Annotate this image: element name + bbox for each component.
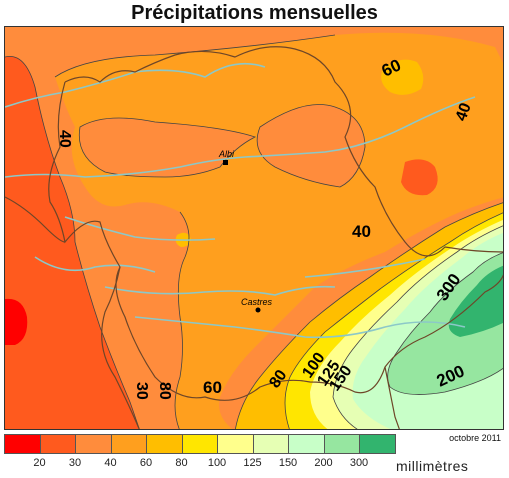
legend-swatch [288, 434, 325, 454]
contour-label-40-e: 40 [453, 101, 475, 124]
zone-lt20 [5, 298, 28, 345]
legend-tick-label: 150 [278, 457, 298, 469]
legend-swatch [4, 434, 41, 454]
legend-tick-label: 100 [207, 457, 227, 469]
legend-tick-label: 30 [68, 457, 82, 469]
contour-label-40-sw: 80 [156, 382, 173, 400]
albi-marker [223, 160, 228, 165]
legend-swatch [181, 434, 218, 454]
city-label-albi: Albi [218, 149, 235, 159]
legend-tick-label: 125 [243, 457, 262, 469]
zone-30-40-north [79, 118, 256, 177]
zone-lt30 [5, 56, 140, 429]
legend-swatch [217, 434, 254, 454]
legend-swatch [75, 434, 112, 454]
legend-tick-label: 80 [175, 457, 188, 469]
zone-30-40-ne-spot [401, 159, 438, 196]
precipitation-map: Albi Castres 40 60 40 40 60 30 80 80 100… [4, 26, 504, 430]
contour-label-40-nw: 40 [56, 130, 73, 148]
legend-tick-label: 300 [349, 457, 369, 469]
map-date: octobre 2011 [449, 433, 501, 443]
contour-label-30-sw: 30 [133, 382, 150, 400]
legend-swatch [39, 434, 76, 454]
contour-label-60-s: 60 [203, 378, 222, 397]
contour-label-40-c: 40 [352, 222, 371, 241]
zone-30-40-east [257, 104, 365, 187]
legend-tick-label: 200 [314, 457, 333, 469]
zone-60-80-north [381, 59, 424, 95]
legend-swatch [359, 434, 396, 454]
legend-tick-label: 40 [104, 457, 117, 469]
map-title: Précipitations mensuelles [131, 2, 378, 24]
legend-swatch [252, 434, 289, 454]
legend-swatch [110, 434, 147, 454]
castres-marker [255, 307, 261, 313]
department-borders [5, 46, 503, 429]
city-label-castres: Castres [241, 297, 273, 307]
contour-lines [5, 34, 503, 429]
legend-swatch [146, 434, 183, 454]
legend-tick-label: 20 [33, 457, 46, 469]
legend-unit: millimètres [396, 458, 469, 474]
legend-tick-label: 60 [139, 457, 153, 469]
legend-swatch [323, 434, 360, 454]
